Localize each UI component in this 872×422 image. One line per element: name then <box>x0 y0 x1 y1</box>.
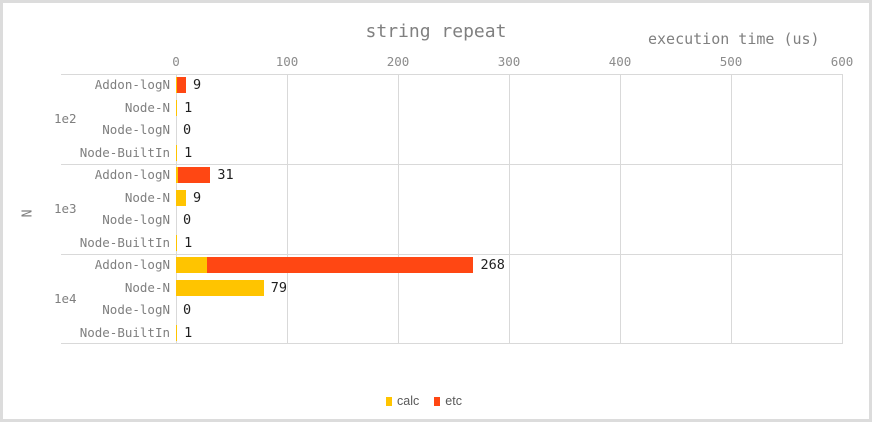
group-separator <box>61 254 843 255</box>
bar-segment-etc <box>207 257 474 274</box>
x-tick-label: 100 <box>275 54 299 69</box>
bar-segment-calc <box>176 257 208 274</box>
group-separator <box>61 74 843 75</box>
value-label: 9 <box>192 189 202 206</box>
plot-area: 1e2 Addon-logN 9 Node-N 1 Node-logN 0 Node-Buil… <box>54 74 843 344</box>
category-label: Node-N <box>124 279 170 295</box>
bar <box>176 279 264 296</box>
bar <box>176 167 211 184</box>
value-label: 0 <box>183 122 192 138</box>
category-label: Node-BuiltIn <box>79 144 170 160</box>
bar <box>176 189 186 206</box>
x-tick-label: 300 <box>497 54 521 69</box>
bar-segment-calc <box>176 77 178 94</box>
gridline <box>398 74 399 344</box>
x-tick-label: 400 <box>608 54 632 69</box>
category-label: Node-N <box>124 99 170 115</box>
legend-item: calc <box>386 394 419 408</box>
bar-segment-etc <box>177 77 186 94</box>
value-label: 0 <box>183 212 192 228</box>
category-label: Node-BuiltIn <box>79 234 170 250</box>
gridline <box>731 74 732 344</box>
legend-label: etc <box>445 394 462 408</box>
x-tick-label: 200 <box>386 54 410 69</box>
bar-segment-etc <box>178 167 211 184</box>
value-label: 79 <box>270 279 287 296</box>
value-label: 9 <box>192 77 202 93</box>
x-tick-label: 500 <box>719 54 743 69</box>
value-label: 0 <box>183 302 192 318</box>
gridline <box>287 74 288 344</box>
category-label: Addon-logN <box>94 167 170 182</box>
gridline <box>842 74 843 344</box>
value-label: 1 <box>184 99 193 116</box>
gridline <box>620 74 621 344</box>
bar <box>176 234 178 251</box>
legend-item: etc <box>434 394 462 408</box>
bar <box>176 324 178 341</box>
category-label: Node-logN <box>102 122 170 137</box>
category-label: Node-logN <box>102 302 170 317</box>
bar <box>176 257 474 274</box>
value-label: 268 <box>480 257 505 273</box>
category-label: Node-logN <box>102 212 170 227</box>
value-label: 1 <box>184 234 193 251</box>
value-label: 1 <box>184 324 193 341</box>
bar <box>176 99 178 116</box>
legend: calc etc <box>0 394 872 408</box>
category-label: Node-BuiltIn <box>79 324 170 340</box>
group-separator <box>61 343 843 344</box>
x-axis-tick-row: 0 100 200 300 400 500 600 <box>0 54 872 70</box>
y-axis-title: N <box>20 209 36 218</box>
bar-segment-calc <box>176 144 178 161</box>
group-label: 1e3 <box>54 201 77 216</box>
legend-swatch-calc <box>386 396 393 406</box>
chart-title: string repeat <box>365 21 507 42</box>
bar-segment-calc <box>176 167 179 184</box>
value-label: 31 <box>217 167 234 183</box>
x-tick-label: 600 <box>830 54 854 69</box>
gridline <box>176 74 177 344</box>
x-tick-label: 0 <box>172 54 180 69</box>
value-label: 1 <box>184 144 193 161</box>
bar-segment-calc <box>176 324 178 341</box>
group-separator <box>61 164 843 165</box>
bar <box>176 144 178 161</box>
category-label: Addon-logN <box>94 77 170 92</box>
bar-segment-calc <box>176 279 264 296</box>
bar-segment-calc <box>176 234 178 251</box>
x-axis-title: execution time (us) <box>648 30 820 48</box>
bar-segment-calc <box>176 189 186 206</box>
category-label: Node-N <box>124 189 170 205</box>
group-label: 1e2 <box>54 111 77 126</box>
group-label: 1e4 <box>54 291 77 306</box>
legend-swatch-etc <box>434 396 441 406</box>
bar <box>176 77 186 94</box>
legend-label: calc <box>397 394 420 408</box>
category-label: Addon-logN <box>94 257 170 272</box>
bar-segment-calc <box>176 99 178 116</box>
gridline <box>509 74 510 344</box>
